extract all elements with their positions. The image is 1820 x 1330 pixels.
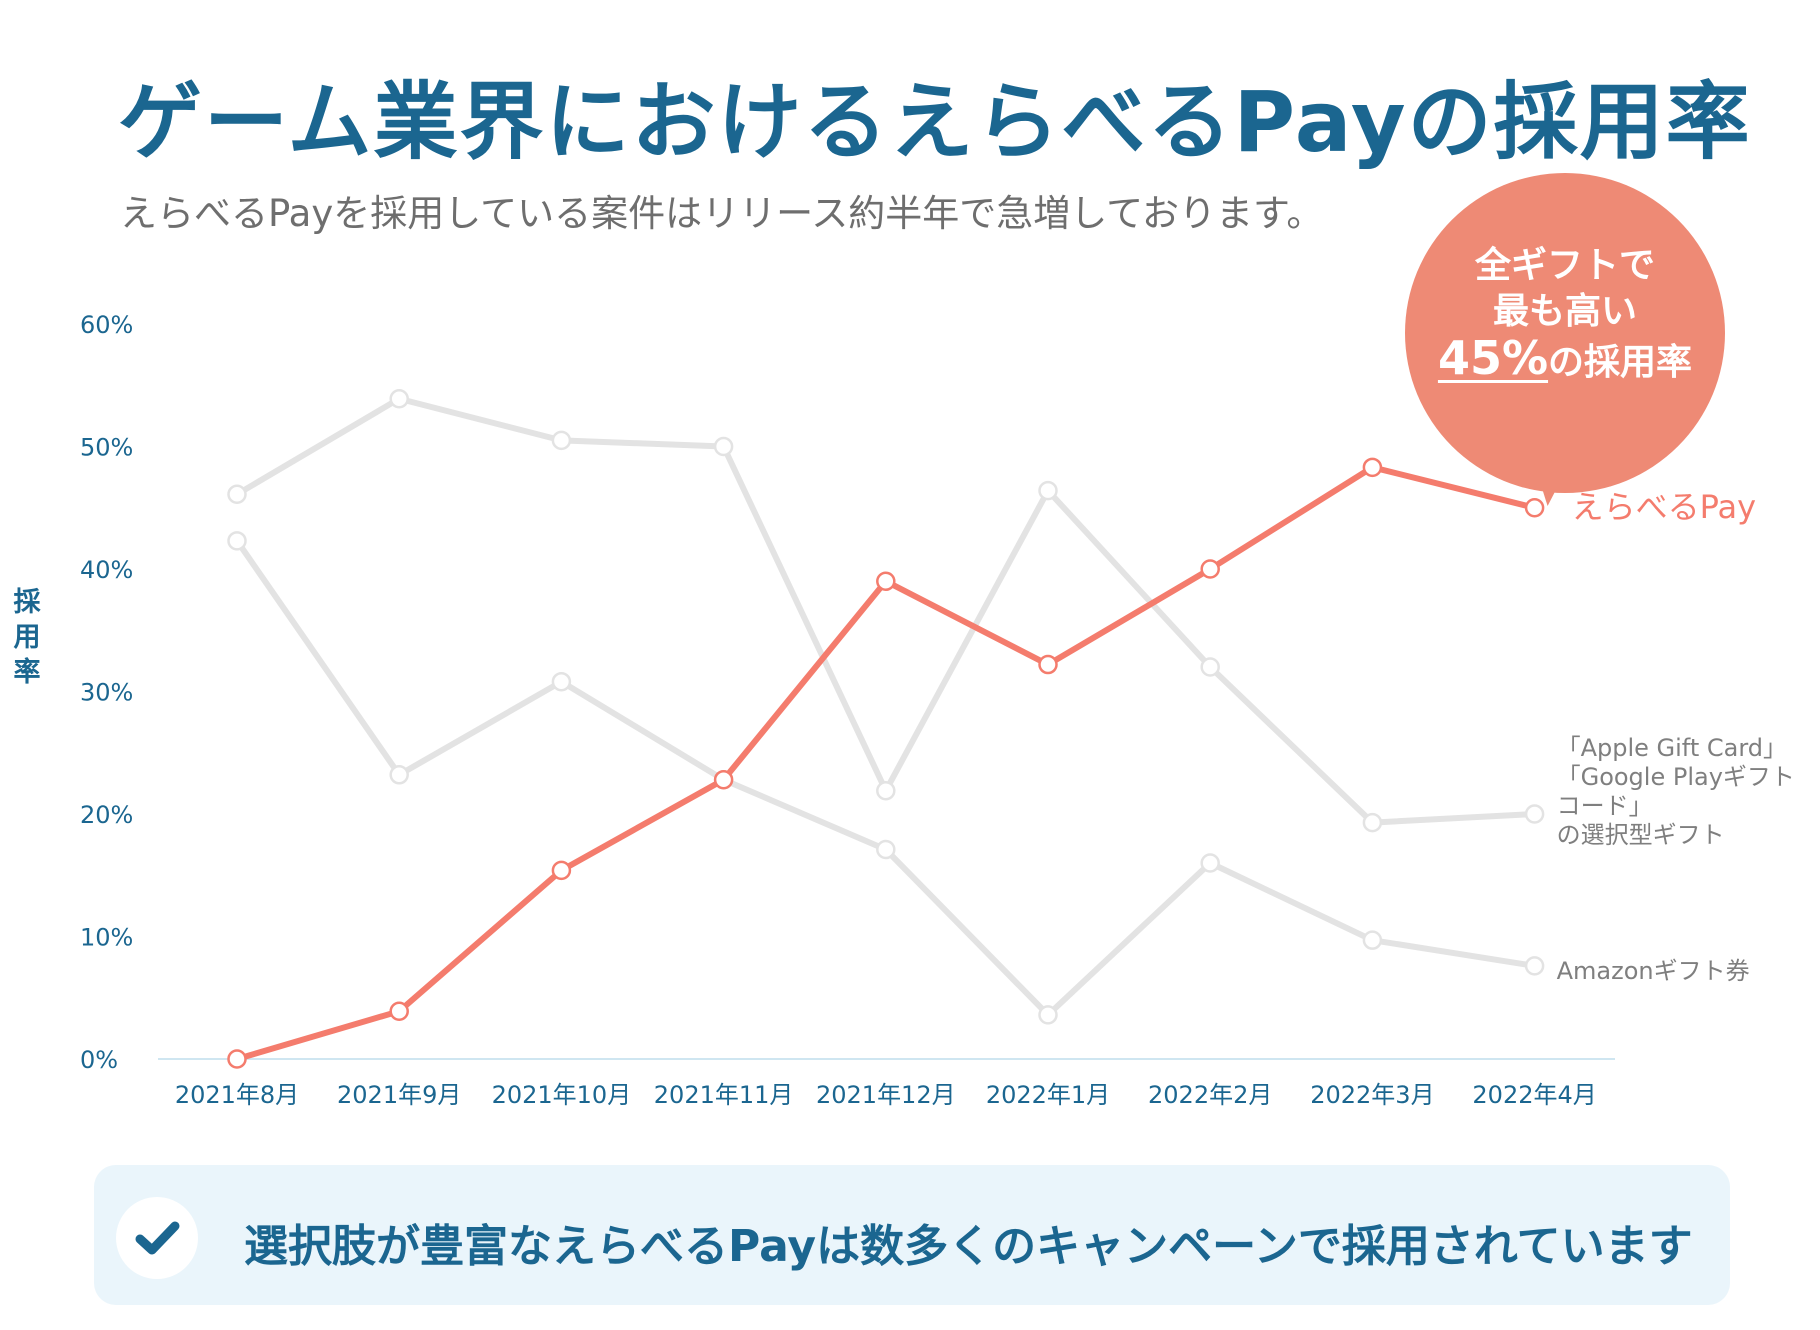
series-label-line: 「Google Playギフト [1557, 763, 1795, 791]
x-tick-label: 2022年4月 [1472, 1081, 1596, 1109]
data-point [389, 388, 409, 409]
y-tick-label: 30% [80, 679, 133, 707]
data-point [1524, 498, 1545, 518]
x-tick-label: 2021年9月 [337, 1081, 461, 1109]
series-label-erabe-pay: えらべるPay [1572, 488, 1756, 526]
callout-line-1: 全ギフトで [1474, 245, 1655, 286]
page-title: ゲーム業界におけるえらべるPayの採用率 [118, 73, 1752, 171]
data-point [1038, 654, 1058, 675]
series-labels: えらべるPay 「Apple Gift Card」 「Google Playギフ… [1557, 488, 1803, 985]
data-point [876, 571, 896, 591]
callout-text: 全ギフトで 最も高い 45%の採用率 [1405, 243, 1725, 386]
data-point [1200, 853, 1220, 873]
x-tick-label: 2021年11月 [654, 1081, 794, 1109]
series-label-apple-google: 「Apple Gift Card」 「Google Playギフト コード」 の… [1557, 734, 1803, 849]
data-point [876, 839, 896, 860]
series-label-line: 「Apple Gift Card」 [1557, 734, 1787, 762]
x-tick-label: 2021年8月 [175, 1081, 299, 1109]
chart-lines [227, 388, 1545, 1069]
data-point [389, 1001, 409, 1021]
y-tick-label: 0% [80, 1046, 118, 1074]
callout-line-3-rest: の採用率 [1548, 342, 1693, 383]
chart-axes: 0% 10% 20% 30% 40% 50% 60% 2021年8月 2021年9月 2021年1… [80, 311, 1615, 1109]
footer-banner: 選択肢が豊富なえらべるPayは数多くのキャンペーンで採用されています [94, 1165, 1730, 1305]
callout-line-2: 最も高い [1492, 291, 1637, 332]
callout-bubble [1405, 173, 1725, 493]
check-icon [116, 1197, 198, 1279]
data-point [1038, 1005, 1058, 1025]
data-point [1200, 559, 1220, 579]
page-subtitle: えらべるPayを採用している案件はリリース約半年で急増しております。 [120, 192, 1324, 235]
data-point [713, 436, 734, 457]
y-tick-label: 10% [80, 924, 133, 952]
data-point [389, 765, 409, 785]
x-tick-label: 2021年12月 [816, 1081, 956, 1109]
data-point [551, 430, 572, 451]
data-point [1362, 930, 1383, 950]
data-point [1524, 956, 1545, 976]
y-tick-label: 40% [80, 556, 133, 584]
callout-highlight-value: 45% [1437, 331, 1549, 385]
x-tick-label: 2021年10月 [492, 1081, 632, 1109]
data-point [876, 780, 896, 801]
data-point [1362, 457, 1383, 478]
data-point [227, 1049, 247, 1069]
y-tick-label: 60% [80, 311, 133, 339]
data-point [1524, 804, 1545, 824]
data-point [1038, 480, 1058, 501]
series-label-amazon: Amazonギフト券 [1557, 957, 1750, 985]
callout-bubble-tail [1527, 458, 1571, 508]
data-point [227, 484, 247, 505]
line-chart: 0% 10% 20% 30% 40% 50% 60% 2021年8月 2021年9月 2021年1… [80, 311, 1803, 1109]
y-tick-label: 20% [80, 801, 133, 829]
x-tick-label: 2022年1月 [986, 1081, 1110, 1109]
series-label-line: コード」 [1557, 792, 1653, 820]
x-tick-label: 2022年3月 [1310, 1081, 1434, 1109]
data-point [1200, 657, 1220, 677]
callout-line-3: 45%の採用率 [1405, 335, 1725, 386]
data-point [227, 531, 247, 551]
data-point [551, 671, 572, 692]
x-tick-label: 2022年2月 [1148, 1081, 1272, 1109]
y-axis-title: 採用率 [13, 587, 41, 688]
series-label-line: の選択型ギフト [1557, 821, 1725, 849]
series-line [234, 464, 1538, 1062]
footer-text: 選択肢が豊富なえらべるPayは数多くのキャンペーンで採用されています [244, 1221, 1693, 1272]
series-line [234, 537, 1538, 1018]
data-point [713, 769, 734, 790]
data-point [551, 860, 572, 881]
y-tick-label: 50% [80, 434, 133, 462]
data-point [1362, 812, 1383, 833]
